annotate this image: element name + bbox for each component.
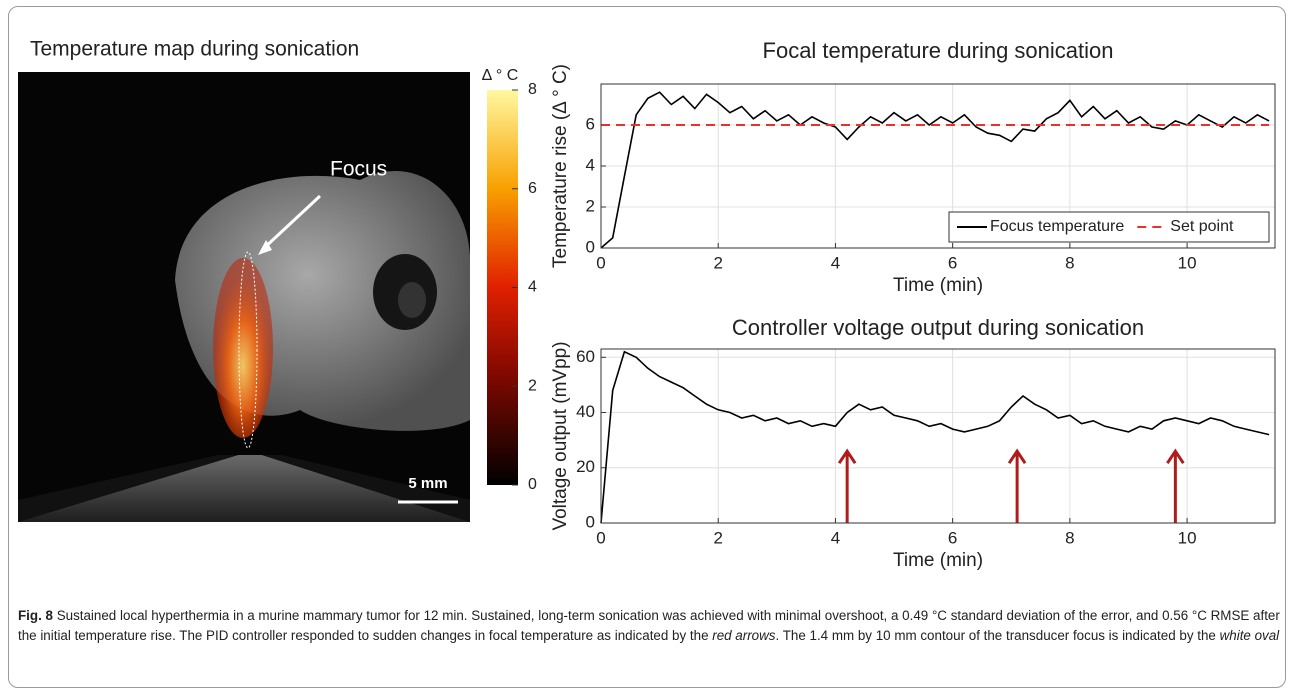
x-tick-label: 0 (596, 528, 605, 547)
figure: Temperature map during sonication Focus … (18, 38, 1276, 571)
x-tick-label: 8 (1065, 253, 1074, 272)
y-tick-label: 40 (576, 402, 595, 421)
y-tick-label: 4 (586, 155, 595, 174)
colorbar-label: Δ ° C (482, 67, 519, 84)
y-tick-label: 20 (576, 457, 595, 476)
colorbar-tick-label: 2 (528, 377, 537, 394)
x-tick-label: 6 (948, 528, 957, 547)
axes-box (600, 348, 1276, 524)
legend-label: Set point (1170, 218, 1234, 235)
x-tick-label: 2 (713, 253, 722, 272)
caption-text: Sustained local hyperthermia in a murine… (18, 608, 1280, 643)
colorbar-tick-label: 6 (528, 180, 537, 197)
mri-image (18, 72, 470, 522)
caption-label: Fig. 8 (18, 608, 53, 623)
caption: Fig. 8 Sustained local hyperthermia in a… (18, 606, 1280, 646)
plot-area (601, 349, 1275, 523)
scale-bar-label: 5 mm (408, 475, 447, 492)
y-axis-label: Temperature rise (Δ ° C) (550, 64, 571, 268)
y-tick-label: 6 (586, 114, 595, 133)
caption-italic: white oval (1219, 628, 1280, 643)
y-tick-label: 0 (586, 512, 595, 531)
x-tick-label: 6 (948, 253, 957, 272)
legend-label: Focus temperature (990, 218, 1124, 235)
x-tick-label: 2 (713, 528, 722, 547)
panel-title: Temperature map during sonication (30, 38, 359, 61)
annotation-arrow (1007, 448, 1027, 523)
focus-label: Focus (330, 158, 387, 181)
chart-title: Focal temperature during sonication (763, 38, 1114, 63)
x-tick-label: 4 (831, 528, 840, 547)
x-axis-label: Time (min) (893, 550, 983, 571)
x-tick-label: 0 (596, 253, 605, 272)
y-axis-label: Voltage output (mVpp) (550, 341, 571, 530)
x-tick-label: 10 (1178, 528, 1197, 547)
x-tick-label: 4 (831, 253, 840, 272)
annotation-arrow (837, 448, 857, 523)
x-tick-label: 10 (1178, 253, 1197, 272)
legend-box (948, 211, 1270, 243)
x-tick-label: 8 (1065, 528, 1074, 547)
chart-title: Controller voltage output during sonicat… (732, 315, 1144, 340)
figure-frame (8, 6, 1286, 688)
y-tick-label: 0 (586, 237, 595, 256)
y-tick-label: 2 (586, 196, 595, 215)
line-series (600, 91, 1270, 249)
colorbar-tick-label: 8 (528, 81, 537, 98)
y-tick-label: 60 (576, 347, 595, 366)
colorbar-tick-label: 4 (528, 279, 537, 296)
x-axis-label: Time (min) (893, 275, 983, 296)
axes-box (600, 83, 1276, 249)
colorbar-tick-label: 0 (528, 476, 537, 493)
caption-italic: red arrows (712, 628, 776, 643)
line-series (600, 350, 1270, 524)
annotation-arrow (1166, 448, 1185, 523)
caption-text: . The 1.4 mm by 10 mm contour of the tra… (775, 628, 1220, 643)
